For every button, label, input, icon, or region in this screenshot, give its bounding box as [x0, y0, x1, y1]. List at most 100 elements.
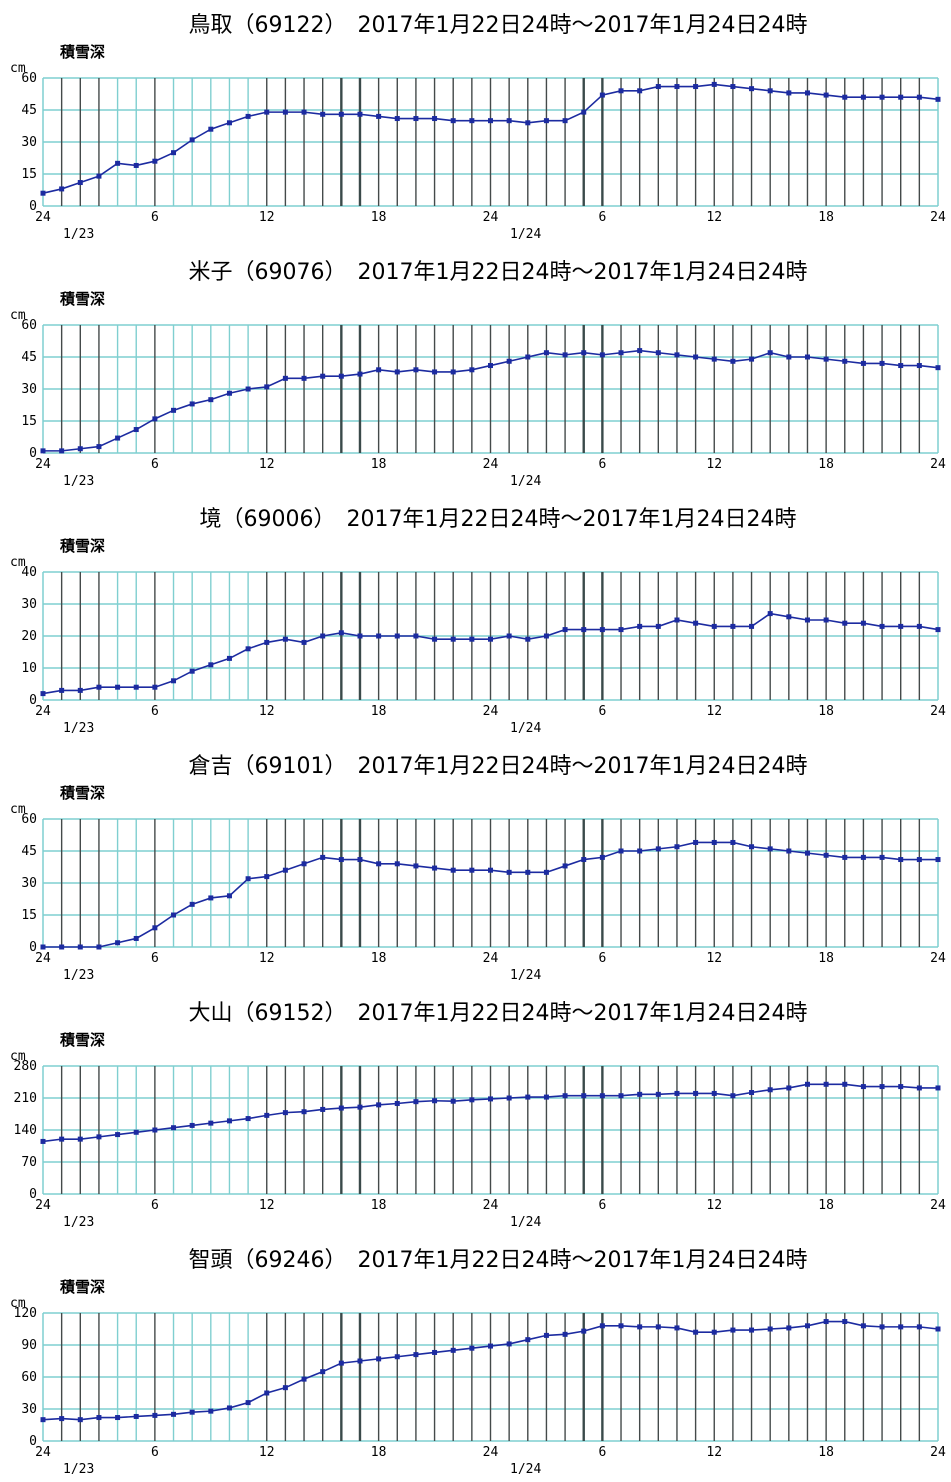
data-point: [413, 863, 419, 869]
data-point: [860, 620, 866, 626]
y-tick-label: 0: [29, 1187, 37, 1202]
data-point: [693, 1090, 699, 1096]
data-point: [618, 1093, 624, 1099]
data-point: [376, 367, 382, 373]
data-point: [842, 620, 848, 626]
x-tick-label: 24: [930, 1198, 946, 1213]
data-point: [59, 944, 65, 950]
data-point: [432, 1098, 438, 1104]
x-tick-label: 18: [818, 1198, 834, 1213]
x-tick-label: 18: [818, 704, 834, 719]
chart-title: 智頭（69246） 2017年1月22日24時～2017年1月24日24時: [189, 1248, 808, 1273]
data-point: [432, 636, 438, 642]
data-point: [338, 630, 344, 636]
data-point: [879, 623, 885, 629]
data-point: [637, 1091, 643, 1097]
x-tick-label: 6: [598, 704, 606, 719]
data-point: [282, 109, 288, 115]
data-point: [115, 1132, 121, 1138]
data-point: [525, 869, 531, 875]
data-point: [77, 1136, 83, 1142]
data-point: [338, 1105, 344, 1111]
y-tick-label: 70: [21, 1155, 37, 1170]
data-point: [96, 944, 102, 950]
data-point: [898, 1084, 904, 1090]
y-axis-label: 積雪深: [59, 1031, 105, 1049]
data-point: [394, 369, 400, 375]
data-point: [40, 190, 46, 196]
data-point: [562, 1093, 568, 1099]
y-axis-label: 積雪深: [59, 784, 105, 802]
x-tick-label: 12: [259, 951, 275, 966]
y-axis-label: 積雪深: [59, 537, 105, 555]
data-point: [879, 854, 885, 860]
y-tick-label: 15: [21, 414, 37, 429]
data-point: [208, 126, 214, 132]
date-label: 1/23: [63, 721, 94, 736]
x-tick-label: 12: [706, 951, 722, 966]
data-point: [59, 448, 65, 454]
data-point: [394, 861, 400, 867]
unit-label: cm: [10, 802, 26, 817]
data-point: [581, 1328, 587, 1334]
data-point: [189, 1122, 195, 1128]
data-point: [674, 844, 680, 850]
data-point: [226, 390, 232, 396]
data-point: [394, 1354, 400, 1360]
data-point: [282, 375, 288, 381]
data-point: [450, 636, 456, 642]
data-point: [301, 1376, 307, 1382]
data-point: [320, 111, 326, 117]
data-point: [823, 617, 829, 623]
data-point: [618, 350, 624, 356]
data-point: [655, 1091, 661, 1097]
data-point: [432, 116, 438, 122]
data-point: [115, 940, 121, 946]
data-point: [581, 857, 587, 863]
data-point: [245, 876, 251, 882]
x-tick-label: 12: [259, 704, 275, 719]
x-tick-label: 24: [35, 457, 51, 472]
data-point: [935, 365, 941, 371]
data-point: [413, 1352, 419, 1358]
data-point: [674, 617, 680, 623]
chart-title: 鳥取（69122） 2017年1月22日24時～2017年1月24日24時: [189, 13, 808, 38]
data-point: [786, 1085, 792, 1091]
y-tick-label: 20: [21, 629, 37, 644]
data-point: [413, 1099, 419, 1105]
data-point: [916, 363, 922, 369]
y-tick-label: 30: [21, 135, 37, 150]
data-point: [543, 350, 549, 356]
data-point: [357, 1358, 363, 1364]
x-tick-label: 6: [598, 1445, 606, 1460]
data-point: [115, 160, 121, 166]
x-tick-label: 18: [371, 704, 387, 719]
data-point: [543, 1332, 549, 1338]
data-point: [226, 120, 232, 126]
data-point: [450, 1098, 456, 1104]
x-tick-label: 24: [930, 210, 946, 225]
data-point: [637, 1324, 643, 1330]
y-tick-label: 140: [14, 1123, 37, 1138]
data-point: [77, 687, 83, 693]
data-point: [115, 684, 121, 690]
data-point: [96, 1134, 102, 1140]
data-point: [581, 109, 587, 115]
data-point: [879, 360, 885, 366]
y-tick-label: 60: [21, 812, 37, 827]
x-tick-label: 24: [930, 1445, 946, 1460]
x-tick-label: 6: [151, 1198, 159, 1213]
data-point: [77, 1417, 83, 1423]
data-point: [133, 427, 139, 433]
data-point: [842, 1319, 848, 1325]
y-tick-label: 45: [21, 844, 37, 859]
data-point: [693, 839, 699, 845]
data-point: [749, 356, 755, 362]
data-point: [823, 356, 829, 362]
data-point: [767, 611, 773, 617]
date-label: 1/23: [63, 474, 94, 489]
data-point: [59, 1416, 65, 1422]
data-point: [525, 636, 531, 642]
x-tick-label: 6: [151, 457, 159, 472]
data-point: [823, 1081, 829, 1087]
